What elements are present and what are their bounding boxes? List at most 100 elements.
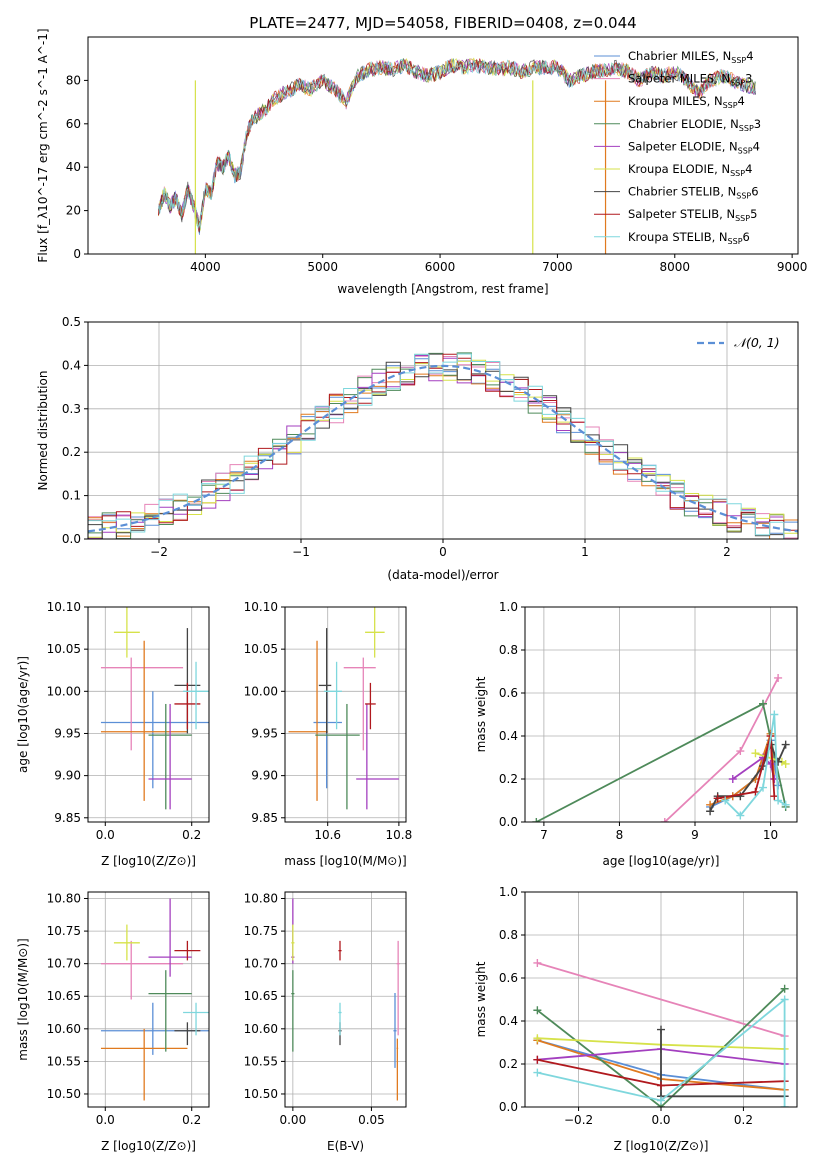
y-tick-label: 0.6 — [499, 686, 518, 700]
legend-nssp-label: , N — [722, 139, 738, 153]
plot-area — [100, 898, 209, 1101]
legend-entry: Salpeter MILES, NSSP3 — [628, 72, 752, 88]
weight-point — [759, 699, 767, 708]
x-tick-label: 8 — [616, 828, 624, 842]
legend-entry: Kroupa STELIB, NSSP6 — [628, 230, 750, 246]
weight-point — [533, 1006, 542, 1015]
y-axis-label: mass weight — [474, 676, 488, 752]
weight-point — [770, 792, 779, 801]
y-axis-label: Normed distribution — [36, 371, 50, 491]
plot-area — [288, 607, 399, 810]
y-tick-label: 9.90 — [251, 769, 278, 783]
y-tick-label: 9.95 — [54, 726, 81, 740]
legend-subscript: SSP — [731, 56, 746, 65]
panel-age-vs-Z: 0.0 0.2 9.85 9.90 9.95 10.00 10.05 10.10 — [47, 600, 210, 842]
plot-area — [158, 57, 756, 254]
x-tick-label: 0.2 — [734, 1113, 753, 1127]
weight-line — [724, 714, 787, 817]
x-axis-label: Z [log10(Z/Z⊙)] — [101, 1139, 196, 1153]
weight-point — [759, 783, 767, 792]
legend-name: Salpeter ELODIE — [628, 139, 722, 153]
legend-nssp: 3 — [754, 117, 761, 131]
legend-nssp-label: , N — [714, 72, 730, 86]
legend-name: Salpeter STELIB — [628, 207, 719, 221]
x-axis-label: Z [log10(Z/Z⊙)] — [101, 854, 196, 868]
weight-point — [751, 749, 760, 758]
x-tick-label: 10 — [763, 828, 778, 842]
weight-point — [781, 800, 790, 809]
legend-nssp: 4 — [745, 162, 752, 176]
legend-nssp: 6 — [743, 230, 750, 244]
weight-point — [532, 818, 541, 822]
axes-frame — [284, 891, 407, 1108]
panel-weight-vs-Z: −0.2 0.0 0.2 0.0 0.2 0.4 0.6 0.8 1.0 — [499, 885, 798, 1127]
x-tick-label: 4000 — [190, 260, 221, 274]
axes-frame — [284, 606, 407, 823]
weight-line — [536, 988, 786, 1107]
x-tick-label: 6000 — [425, 260, 456, 274]
weight-point — [774, 796, 783, 805]
weight-point — [770, 710, 779, 719]
x-tick-label: 10.6 — [314, 828, 341, 842]
weight-point — [533, 1034, 542, 1043]
legend-name: Chabrier ELODIE — [628, 117, 723, 131]
weight-line — [717, 735, 776, 800]
y-axis-label: age [log10(age/yr)] — [16, 656, 30, 773]
y-tick-label: 10.80 — [47, 892, 81, 906]
x-tick-label: 9 — [691, 828, 699, 842]
y-tick-label: 10.55 — [244, 1054, 278, 1068]
weight-point — [706, 807, 715, 816]
legend-entry: Salpeter STELIB, NSSP5 — [628, 207, 757, 223]
axes-frame — [87, 606, 210, 823]
y-tick-label: 0.2 — [499, 772, 518, 786]
y-tick-label: 0.0 — [62, 532, 81, 546]
x-tick-label: 0.0 — [96, 828, 115, 842]
y-tick-label: 0.3 — [62, 402, 81, 416]
histogram-step — [88, 353, 798, 539]
y-tick-label: 1.0 — [499, 600, 518, 614]
x-tick-label: 5000 — [307, 260, 338, 274]
legend-nssp-label: , N — [714, 162, 730, 176]
weight-point — [533, 1055, 542, 1064]
x-tick-label: −2 — [150, 545, 168, 559]
y-tick-label: 10.75 — [47, 924, 81, 938]
plot-area — [291, 898, 400, 1101]
y-tick-label: 80 — [66, 73, 81, 87]
legend-entry: Kroupa MILES, NSSP4 — [628, 94, 745, 110]
legend-nssp-label: , N — [707, 94, 723, 108]
legend-entry: 𝒩(0, 1) — [734, 335, 780, 350]
weight-point — [774, 757, 783, 766]
y-tick-label: 60 — [66, 117, 81, 131]
weight-point — [736, 811, 745, 820]
y-tick-label: 10.75 — [244, 924, 278, 938]
x-tick-label: 0.0 — [651, 1113, 670, 1127]
x-tick-label: 0.0 — [96, 1113, 115, 1127]
legend-subscript: SSP — [723, 101, 738, 110]
legend-entry: Salpeter ELODIE, NSSP4 — [628, 139, 760, 155]
y-tick-label: 10.50 — [244, 1087, 278, 1101]
weight-point — [736, 792, 745, 801]
legend-name: Chabrier STELIB — [628, 185, 720, 199]
y-tick-label: 10.10 — [47, 600, 81, 614]
weight-point — [657, 1081, 665, 1090]
x-tick-label: −0.2 — [564, 1113, 593, 1127]
y-axis-label: mass weight — [474, 961, 488, 1037]
x-tick-label: 0 — [439, 545, 447, 559]
weight-point — [721, 796, 730, 805]
x-tick-label: 9000 — [777, 260, 808, 274]
y-tick-label: 0.0 — [499, 815, 518, 829]
y-tick-label: 0.4 — [499, 729, 518, 743]
x-tick-label: 8000 — [660, 260, 691, 274]
x-axis-label: mass [log10(M/M⊙)] — [284, 854, 406, 868]
x-tick-label: 2 — [723, 545, 731, 559]
weight-point — [780, 995, 789, 1004]
y-tick-label: 10.05 — [244, 642, 278, 656]
x-axis-label: E(B-V) — [327, 1139, 364, 1153]
axes-overlay: −0.2 0.0 0.2 0.0 0.2 0.4 0.6 0.8 1.0 — [499, 885, 798, 1127]
y-tick-label: 9.85 — [251, 811, 278, 825]
y-tick-label: 0.0 — [499, 1100, 518, 1114]
legend-nssp: 5 — [750, 207, 757, 221]
legend-entry: Chabrier MILES, NSSP4 — [628, 49, 754, 65]
y-tick-label: 10.00 — [244, 684, 278, 698]
